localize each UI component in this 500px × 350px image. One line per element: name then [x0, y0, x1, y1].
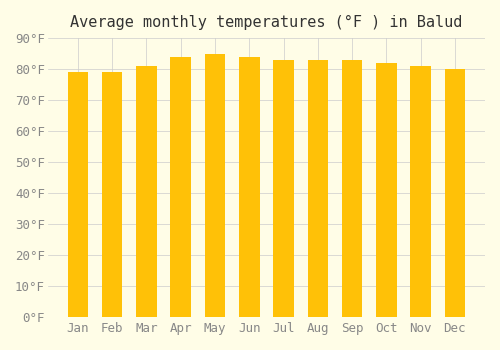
Bar [342, 60, 362, 317]
Bar [204, 54, 226, 317]
Bar [136, 66, 156, 317]
Bar [444, 69, 465, 317]
Bar [410, 66, 431, 317]
Bar [170, 57, 191, 317]
Bar [102, 72, 122, 317]
Bar [68, 72, 88, 317]
Bar [376, 63, 396, 317]
Bar [239, 57, 260, 317]
Bar [308, 60, 328, 317]
Title: Average monthly temperatures (°F ) in Balud: Average monthly temperatures (°F ) in Ba… [70, 15, 462, 30]
Bar [273, 60, 294, 317]
